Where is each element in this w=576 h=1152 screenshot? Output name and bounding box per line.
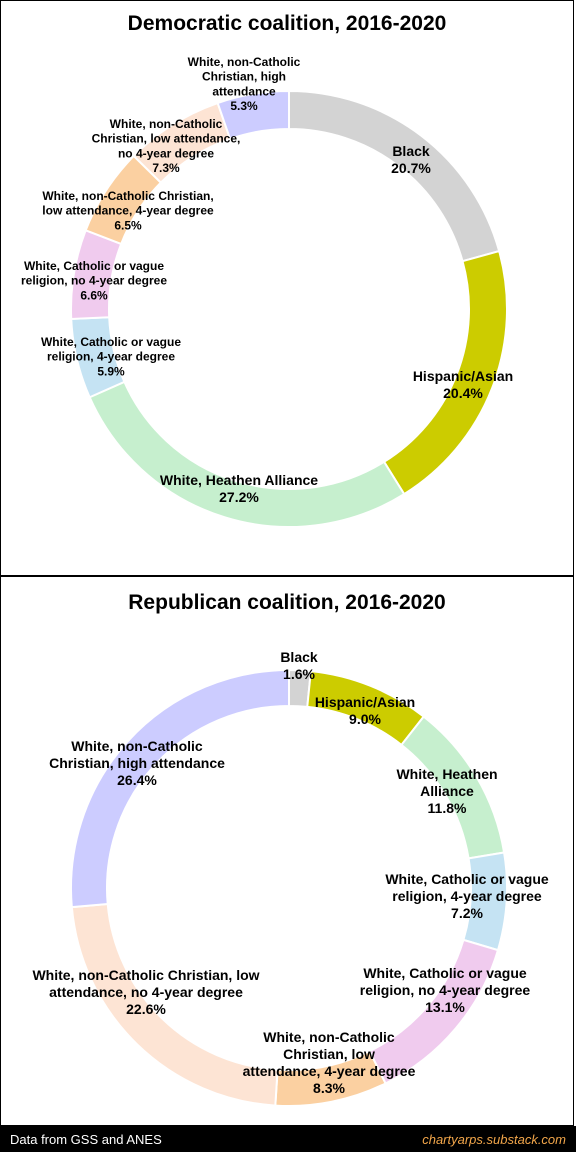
slice-label-white-non-catholic-christian-low-attendance-4-year-degree: White, non-Catholic Christian, low attend…: [42, 189, 214, 232]
slice-category-label: Hispanic/Asian: [413, 368, 513, 384]
slice-category-label: White, non-Catholic Christian, low: [32, 967, 259, 983]
slice-value-label: 6.6%: [80, 288, 108, 302]
slice-label-white-non-catholic-christian-high-attendance: White, non-Catholic Christian, high attend…: [188, 55, 301, 113]
footer-bar: Data from GSS and ANES chartyarps.substa…: [0, 1126, 576, 1152]
chart-title: Republican coalition, 2016-2020: [128, 591, 446, 614]
slice-label-black: Black 20.7%: [391, 143, 431, 176]
slice-label-white-heathen-alliance: White, Heathen Alliance 27.2%: [160, 472, 318, 505]
slice-category-label: White, Heathen: [396, 766, 497, 782]
slice-category-label: religion, 4-year degree: [47, 350, 175, 364]
slice-label-white-heathen-alliance: White, Heathen Alliance 11.8%: [396, 766, 497, 816]
republican-chart-panel: Republican coalition, 2016-2020 Black 1.6…: [0, 576, 574, 1126]
slice-label-white-catholic-or-vague-religion-no-4-year-degree: White, Catholic or vague religion, no 4-y…: [21, 259, 167, 302]
slice-category-label: White, non-Catholic: [263, 1029, 395, 1045]
slice-category-label: low attendance, 4-year degree: [42, 204, 214, 218]
slice-category-label: White, non-Catholic Christian,: [42, 189, 213, 203]
slice-label-black: Black 1.6%: [280, 649, 318, 682]
slice-category-label: White, non-Catholic: [188, 55, 301, 69]
slice-category-label: Black: [392, 143, 430, 159]
slice-category-label: religion, no 4-year degree: [360, 982, 531, 998]
slice-label-white-non-catholic-christian-low-attendance-no-4-year-degree: White, non-Catholic Christian, low attend…: [92, 117, 241, 175]
slice-category-label: White, Heathen Alliance: [160, 472, 318, 488]
slice-category-label: attendance, 4-year degree: [243, 1063, 416, 1079]
slice-value-label: 20.7%: [391, 160, 431, 176]
slice-label-white-non-catholic-christian-high-attendance: White, non-Catholic Christian, high atten…: [49, 738, 225, 788]
slice-label-white-non-catholic-christian-low-attendance-no-4-year-degree: White, non-Catholic Christian, low attend…: [32, 967, 259, 1017]
slice-category-label: White, non-Catholic: [110, 117, 223, 131]
slice-category-label: no 4-year degree: [118, 146, 214, 160]
slice-value-label: 13.1%: [425, 999, 465, 1015]
slice-value-label: 20.4%: [443, 385, 483, 401]
slice-label-hispanic-asian: Hispanic/Asian 9.0%: [315, 694, 415, 727]
slice-category-label: Black: [280, 649, 318, 665]
slice-category-label: Christian, low: [283, 1046, 375, 1062]
slice-label-white-catholic-or-vague-religion-4-year-degree: White, Catholic or vague religion, 4-year…: [385, 871, 549, 921]
slice-category-label: attendance, no 4-year degree: [49, 984, 243, 1000]
slice-value-label: 26.4%: [117, 772, 157, 788]
slice-label-white-non-catholic-christian-low-attendance-4-year-degree: White, non-Catholic Christian, low attenda…: [243, 1029, 416, 1096]
slice-label-white-catholic-or-vague-religion-no-4-year-degree: White, Catholic or vague religion, no 4-y…: [360, 965, 531, 1015]
slice-category-label: White, Catholic or vague: [24, 259, 164, 273]
slice-category-label: Alliance: [420, 783, 474, 799]
democratic-chart-panel: Democratic coalition, 2016-2020 Black 20.…: [0, 0, 574, 576]
slice-category-label: White, Catholic or vague: [385, 871, 549, 887]
slice-value-label: 9.0%: [349, 711, 381, 727]
slice-value-label: 7.3%: [152, 161, 180, 175]
donut-slice-white-non-catholic-christian-high-attendance: [216, 89, 290, 141]
slice-value-label: 22.6%: [126, 1001, 166, 1017]
slice-category-label: White, non-Catholic: [71, 738, 203, 754]
slice-value-label: 5.3%: [230, 99, 258, 113]
slice-category-label: Christian, high attendance: [49, 755, 225, 771]
slice-category-label: religion, 4-year degree: [392, 888, 542, 904]
donut-slice-white-heathen-alliance: [88, 380, 406, 528]
republican-donut-chart: Black 1.6%Hispanic/Asian 9.0%White, Heathe…: [32, 649, 549, 1107]
slice-category-label: religion, no 4-year degree: [21, 274, 167, 288]
slice-value-label: 6.5%: [114, 218, 142, 232]
slice-value-label: 7.2%: [451, 905, 483, 921]
slice-value-label: 11.8%: [428, 800, 467, 816]
slice-category-label: Hispanic/Asian: [315, 694, 415, 710]
slice-value-label: 1.6%: [283, 666, 315, 682]
slice-category-label: White, Catholic or vague: [41, 335, 181, 349]
slice-category-label: White, Catholic or vague: [363, 965, 527, 981]
slice-label-hispanic-asian: Hispanic/Asian 20.4%: [413, 368, 513, 401]
slice-category-label: Christian, low attendance,: [92, 132, 241, 146]
slice-label-white-catholic-or-vague-religion-4-year-degree: White, Catholic or vague religion, 4-year…: [41, 335, 181, 378]
slice-value-label: 5.9%: [97, 364, 125, 378]
site-credit: chartyarps.substack.com: [422, 1131, 566, 1147]
slice-category-label: attendance: [212, 84, 276, 98]
slice-value-label: 8.3%: [313, 1080, 345, 1096]
democratic-donut-chart: Black 20.7% Hispanic/Asian 20.4% White, Heat…: [21, 55, 513, 528]
slice-value-label: 27.2%: [219, 489, 259, 505]
donut-slice-white-non-catholic-christian-high-attendance: [70, 668, 290, 909]
chart-title: Democratic coalition, 2016-2020: [127, 12, 447, 35]
data-source-note: Data from GSS and ANES: [10, 1131, 162, 1147]
slice-category-label: Christian, high: [202, 70, 286, 84]
